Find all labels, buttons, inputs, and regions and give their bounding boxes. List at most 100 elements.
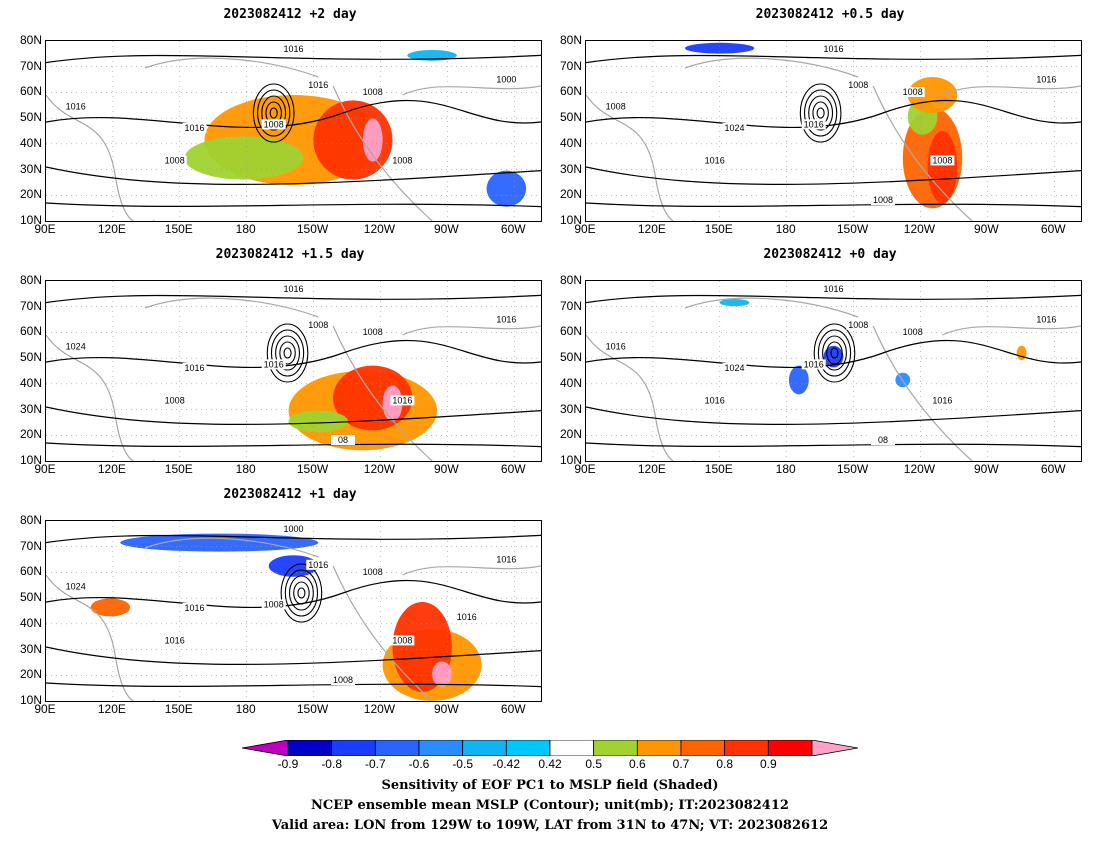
contour-label-bg [162,155,187,166]
contour-label-bg [846,319,871,330]
contour-label-bg [454,612,479,622]
coastline [332,565,433,701]
contour-label: 1016 [496,554,516,564]
contour-label-bg [63,581,88,592]
contour-label: 1008 [903,327,923,337]
colorbar-tick-label: -0.7 [364,757,386,771]
latitude-tick-label: 80N [19,273,42,287]
contour-label-bg [846,79,871,90]
longitude-tick-label: 150E [164,702,193,716]
latitude-tick-label: 50N [559,110,582,125]
sensitivity-shading [685,42,755,54]
low-pressure-contour [279,341,296,365]
colorbar-tick-label: 0.5 [585,757,602,771]
longitude-tick-label: 90W [434,702,459,716]
longitude-tick-label: 180 [775,222,796,236]
contour-label-bg [821,283,846,294]
contour-label-bg [390,635,415,646]
isobar-contour [586,294,1081,304]
isobar-contour [46,442,541,448]
longitude-tick-label: 150W [836,462,869,476]
map-svg: 1000 1016 1008 1016 1008 1016 1016 1024 1008 1008… [46,521,541,701]
contour-label-bg [261,359,286,370]
isobar-contour [46,54,541,64]
latitude-tick-label: 30N [19,641,42,656]
coastline [402,565,541,576]
coastline [46,94,155,221]
low-pressure-contour [799,83,842,143]
contour-label: 1008 [264,599,284,609]
coastline [872,325,973,461]
latitude-tick-label: 80N [559,33,582,47]
contour-label-bg [702,395,727,406]
colorbar-segment [374,740,420,756]
latitude-tick-label: 40N [19,375,42,390]
latitude-tick-label: 50N [19,590,42,605]
isobar-contour [46,579,541,608]
latitude-tick-label: 50N [559,350,582,365]
contour-label: 1016 [165,635,185,645]
contour-label: 1024 [724,123,744,133]
sensitivity-shading [432,661,452,687]
contour-label-bg [63,101,88,112]
longitude-tick-label: 150E [704,462,733,476]
colorbar-tick-label: -0.8 [321,757,342,771]
coastline [402,85,541,96]
contour-label: 1024 [66,341,86,351]
coastline [586,94,695,221]
contour-label: 1008 [308,320,328,330]
contour-label: 1016 [392,395,412,405]
low-pressure-contour [826,341,843,365]
isobar-contour [46,202,541,208]
contour-label-bg [306,559,331,570]
contour-label: 1008 [932,155,952,165]
contour-label-bg [801,119,826,130]
low-pressure-contour [822,335,847,371]
contour-label: 1016 [457,612,477,622]
map-svg: 1016 1008 1016 1016 1008 1016 1008 1024 1016 08 [46,281,541,461]
latitude-tick-label: 30N [559,161,582,176]
latitude-tick-label: 80N [19,513,42,527]
contour-label-bg [281,283,306,294]
longitude-tick-label: 180 [775,462,796,476]
longitude-tick-label: 90E [34,462,56,476]
longitude-tick-label: 90W [974,222,999,236]
latitude-tick-label: 20N [19,427,42,442]
coastline [46,574,155,701]
isobar-contour [586,166,1081,185]
longitude-tick-label: 90W [974,462,999,476]
contour-label-bg [306,319,331,330]
latitude-tick-label: 70N [19,298,42,313]
contour-label: 1016 [1036,74,1056,84]
latitude-tick-label: 10N [559,453,582,467]
longitude-tick-label: 150W [296,462,329,476]
latitude-tick-label: 10N [19,693,42,707]
contour-label-bg [722,123,747,133]
coastline [332,85,433,221]
contour-label-bg [494,74,519,85]
latitude-tick-label: 30N [559,401,582,416]
contour-label: 1016 [1036,314,1056,324]
longitude-tick-label: 60W [1040,222,1066,236]
longitude-tick-label: 120W [903,462,936,476]
longitude-tick-label: 60W [1040,462,1066,476]
latitude-tick-label: 60N [559,324,582,339]
contour-label: 1008 [873,195,893,205]
latitude-tick-label: 70N [559,58,582,73]
map-plot-area: 1016 1008 1016 1016 1008 1024 1016 1008 1008 1008 [585,40,1082,222]
contour-label-bg [900,327,925,337]
longitude-tick-label: 150W [296,222,329,236]
isobar-contour [586,202,1081,208]
map-plot-area: 1016 1008 1016 1016 1008 1024 1016 1016 1016 08 [585,280,1082,462]
contour-label-bg [930,155,955,166]
contour-label: 1016 [283,44,303,54]
contour-label: 1024 [724,363,744,373]
sensitivity-shading [788,365,809,395]
longitude-tick-label: 120W [363,462,396,476]
contour-label: 1008 [848,320,868,330]
colorbar-segment [593,740,638,756]
contour-label-bg [801,359,826,370]
longitude-tick-label: 150E [164,462,193,476]
longitude-tick-label: 150E [704,222,733,236]
longitude-tick-label: 120E [97,462,126,476]
